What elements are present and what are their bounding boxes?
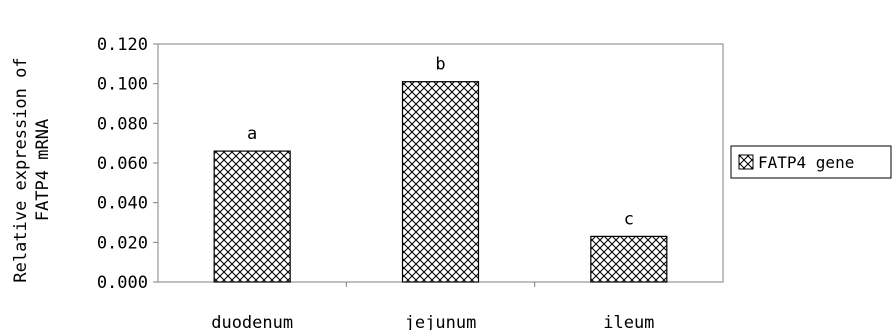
x-axis: duodenum jejunum ileum (211, 282, 654, 330)
y-axis-title-line-1: Relative expression of (11, 57, 31, 282)
significance-label: c (624, 209, 634, 229)
bar-duodenum (213, 150, 291, 283)
bar-jejunum (401, 81, 480, 283)
y-axis-title-line-2: FATP4 mRNA (33, 119, 53, 221)
y-tick-label: 0.060 (97, 154, 148, 174)
y-tick-label: 0.040 (97, 194, 148, 214)
significance-label: b (435, 55, 445, 75)
bar-ileum (590, 235, 668, 283)
legend-entry-label: FATP4 gene (758, 153, 854, 172)
y-tick-label: 0.000 (97, 273, 148, 293)
y-axis-title: Relative expression of FATP4 mRNA (11, 57, 53, 282)
bars: a b c (213, 55, 668, 283)
x-tick-label: jejunum (405, 313, 477, 330)
x-tick-label: duodenum (211, 313, 293, 330)
y-tick-label: 0.080 (97, 114, 148, 134)
significance-label: a (247, 124, 257, 144)
y-tick-label: 0.020 (97, 233, 148, 253)
y-axis: 0.000 0.020 0.040 0.060 0.080 0.100 0.120 (97, 35, 158, 293)
y-tick-label: 0.120 (97, 35, 148, 55)
legend-swatch (738, 154, 754, 170)
legend-box (730, 145, 892, 179)
x-tick-label: ileum (603, 313, 654, 330)
legend: FATP4 gene (730, 145, 892, 179)
y-tick-label: 0.100 (97, 75, 148, 95)
